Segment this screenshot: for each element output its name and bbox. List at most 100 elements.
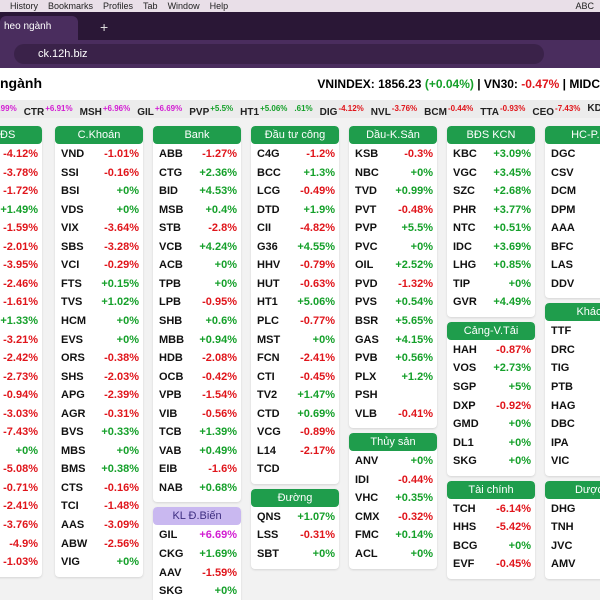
- stock-ticker[interactable]: JVC: [551, 539, 573, 552]
- sector-title[interactable]: Bank: [153, 126, 241, 144]
- stock-ticker[interactable]: VPB: [159, 389, 182, 402]
- stock-ticker[interactable]: PVT: [355, 203, 377, 216]
- menu-item[interactable]: Profiles: [103, 1, 134, 11]
- stock-ticker[interactable]: SHB: [159, 314, 183, 327]
- stock-ticker[interactable]: DDV: [551, 277, 575, 290]
- sector-title[interactable]: Cảng-V.Tải: [447, 321, 535, 340]
- stock-ticker[interactable]: DCM: [551, 185, 577, 198]
- stock-ticker[interactable]: TIG: [551, 362, 570, 375]
- stock-ticker[interactable]: FTS: [61, 277, 82, 290]
- stock-ticker[interactable]: HDB: [159, 352, 183, 365]
- menu-item[interactable]: History: [10, 1, 39, 11]
- stock-ticker[interactable]: BCC: [257, 166, 281, 179]
- stock-ticker[interactable]: DPM: [551, 203, 576, 216]
- stock-ticker[interactable]: PSH: [355, 389, 378, 402]
- stock-ticker[interactable]: EVF: [453, 558, 475, 571]
- stock-ticker[interactable]: ORS: [61, 352, 85, 365]
- stock-ticker[interactable]: DRC: [551, 343, 575, 356]
- stock-ticker[interactable]: PLC: [257, 314, 279, 327]
- stock-ticker[interactable]: FCN: [257, 352, 280, 365]
- stock-ticker[interactable]: KSB: [355, 148, 379, 160]
- stock-ticker[interactable]: HAG: [551, 399, 576, 412]
- stock-ticker[interactable]: HHV: [257, 259, 281, 272]
- new-tab[interactable]: +: [100, 19, 109, 35]
- stock-ticker[interactable]: IPA: [551, 436, 569, 449]
- stock-ticker[interactable]: LPB: [159, 296, 181, 309]
- stock-ticker[interactable]: LCG: [257, 185, 281, 198]
- sector-title[interactable]: Dược: [545, 480, 600, 499]
- stock-ticker[interactable]: CTD: [257, 407, 280, 420]
- stock-ticker[interactable]: SBT: [257, 547, 279, 560]
- stock-ticker[interactable]: CSV: [551, 166, 574, 179]
- stock-ticker[interactable]: BVS: [61, 426, 84, 439]
- sector-title[interactable]: Tài chính: [447, 480, 535, 499]
- stock-ticker[interactable]: VIC: [551, 455, 570, 468]
- tab[interactable]: heo ngành: [0, 16, 78, 40]
- stock-ticker[interactable]: VOS: [453, 362, 477, 375]
- stock-ticker[interactable]: HUT: [257, 277, 280, 290]
- stock-ticker[interactable]: EVS: [61, 333, 84, 346]
- stock-ticker[interactable]: BSI: [61, 185, 80, 198]
- stock-ticker[interactable]: CMX: [355, 510, 380, 523]
- stock-ticker[interactable]: SHS: [61, 370, 84, 383]
- stock-ticker[interactable]: VGC: [453, 166, 477, 179]
- stock-ticker[interactable]: MBS: [61, 444, 86, 457]
- stock-ticker[interactable]: DBC: [551, 418, 575, 431]
- stock-ticker[interactable]: BFC: [551, 240, 574, 253]
- stock-ticker[interactable]: GIL: [159, 529, 178, 542]
- stock-ticker[interactable]: MBB: [159, 333, 185, 346]
- sector-title[interactable]: C.Khoán: [55, 126, 143, 144]
- stock-ticker[interactable]: C4G: [257, 148, 280, 160]
- sector-title[interactable]: Đường: [251, 488, 339, 507]
- stock-ticker[interactable]: GAS: [355, 333, 379, 346]
- stock-ticker[interactable]: SKG: [159, 585, 183, 598]
- stock-ticker[interactable]: ACL: [355, 548, 378, 560]
- menu-item[interactable]: Help: [209, 1, 229, 11]
- stock-ticker[interactable]: SSI: [61, 166, 79, 179]
- sector-title[interactable]: KL Đ.Biến: [153, 507, 241, 526]
- stock-ticker[interactable]: ABB: [159, 148, 183, 160]
- stock-ticker[interactable]: ABW: [61, 537, 88, 550]
- stock-ticker[interactable]: TVD: [355, 185, 377, 198]
- stock-ticker[interactable]: TCI: [61, 500, 79, 513]
- stock-ticker[interactable]: APG: [61, 389, 85, 402]
- stock-ticker[interactable]: GMD: [453, 418, 479, 431]
- menu-item[interactable]: Window: [167, 1, 200, 11]
- stock-ticker[interactable]: G36: [257, 240, 278, 253]
- stock-ticker[interactable]: DL1: [453, 436, 474, 449]
- stock-ticker[interactable]: AAS: [61, 519, 85, 531]
- stock-ticker[interactable]: PVS: [355, 296, 378, 309]
- stock-ticker[interactable]: AAA: [551, 222, 575, 235]
- stock-ticker[interactable]: EIB: [159, 463, 178, 476]
- stock-ticker[interactable]: TCH: [453, 502, 476, 515]
- sector-title[interactable]: Khác: [545, 303, 600, 322]
- stock-ticker[interactable]: BID: [159, 185, 178, 198]
- stock-ticker[interactable]: QNS: [257, 510, 281, 523]
- sector-title[interactable]: Đầu tư công: [251, 126, 339, 144]
- stock-ticker[interactable]: VCI: [61, 259, 80, 272]
- stock-ticker[interactable]: VAB: [159, 444, 182, 457]
- stock-ticker[interactable]: NTC: [453, 222, 476, 235]
- stock-ticker[interactable]: CTG: [159, 166, 183, 179]
- stock-ticker[interactable]: DGC: [551, 148, 576, 160]
- stock-ticker[interactable]: SKG: [453, 455, 477, 468]
- stock-ticker[interactable]: MSB: [159, 203, 184, 216]
- stock-ticker[interactable]: CTS: [61, 481, 83, 494]
- stock-ticker[interactable]: SGP: [453, 381, 477, 394]
- stock-ticker[interactable]: DHG: [551, 502, 576, 515]
- stock-ticker[interactable]: HT1: [257, 296, 278, 309]
- stock-ticker[interactable]: HHS: [453, 521, 477, 534]
- stock-ticker[interactable]: OIL: [355, 259, 374, 272]
- stock-ticker[interactable]: NBC: [355, 166, 379, 179]
- stock-ticker[interactable]: CKG: [159, 547, 184, 560]
- stock-ticker[interactable]: KBC: [453, 148, 477, 160]
- stock-ticker[interactable]: IDC: [453, 240, 472, 253]
- stock-ticker[interactable]: BCG: [453, 539, 478, 552]
- stock-ticker[interactable]: VLB: [355, 407, 377, 420]
- stock-ticker[interactable]: PVC: [355, 240, 378, 253]
- stock-ticker[interactable]: TNH: [551, 521, 574, 534]
- stock-ticker[interactable]: TIP: [453, 277, 471, 290]
- sector-title[interactable]: HC-P.B: [545, 126, 600, 144]
- stock-ticker[interactable]: VIX: [61, 222, 79, 235]
- stock-ticker[interactable]: CTI: [257, 370, 275, 383]
